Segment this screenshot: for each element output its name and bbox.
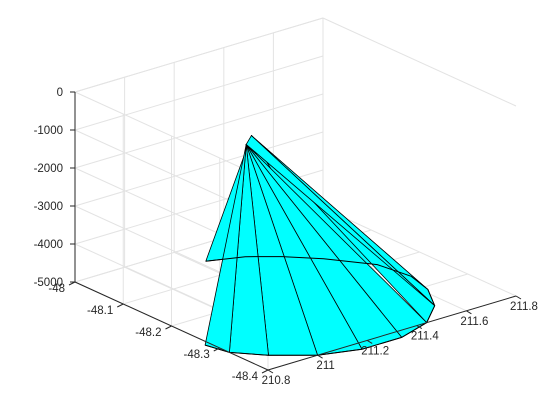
y-tick-label: -48.3 (184, 349, 210, 361)
z-tick-label: -1000 (34, 125, 63, 137)
grid-line-z-left (74, 91, 269, 181)
y-tick-mark (213, 347, 220, 352)
z-axis-ticks: 0 -1000 -2000 -3000 -4000 -5000 (34, 87, 75, 289)
surface-face-apex (245, 134, 435, 307)
y-tick-mark (165, 325, 172, 330)
z-tick-label: -4000 (34, 239, 63, 251)
x-tick-label: 211 (316, 360, 334, 372)
x-tick-label: 210.8 (262, 375, 291, 387)
x-tick-label: 211.4 (411, 331, 440, 343)
x-tick-label: 211.2 (361, 345, 389, 357)
x-tick-label: 211.6 (460, 316, 488, 328)
z-tick-label: 0 (57, 87, 63, 99)
y-tick-label: -48.2 (135, 327, 161, 339)
x-tick-mark (366, 339, 373, 344)
x-tick-mark (317, 354, 323, 359)
box-edge-top-back (74, 17, 324, 93)
grid-line-z-back (74, 131, 324, 207)
y-tick-mark (261, 369, 269, 374)
surface-base-edge (204, 256, 436, 356)
x-tick-mark (267, 369, 274, 374)
grid-line-z-back (74, 55, 324, 131)
x-axis-line (267, 295, 517, 371)
y-tick-mark (117, 303, 124, 308)
box-edge-top-right (322, 17, 517, 107)
x-tick-mark (515, 295, 522, 300)
z-tick-label: -3000 (34, 201, 63, 213)
x-tick-mark (466, 310, 472, 315)
y-tick-label: -48.1 (87, 305, 113, 317)
x-axis-ticks: 210.8 211 211.2 211.4 211.6 211.8 (262, 295, 538, 387)
z-tick-label: -5000 (34, 277, 63, 289)
y-tick-label: -48.4 (232, 371, 259, 383)
x-tick-mark (416, 325, 423, 330)
cone-surface (204, 134, 436, 356)
grid-line-z-back (74, 93, 324, 169)
y-tick-label: -48 (48, 283, 65, 295)
x-tick-label: 211.8 (510, 301, 538, 313)
y-axis-ticks: -48 -48.1 -48.2 -48.3 -48.4 (48, 281, 269, 383)
z-tick-label: -2000 (34, 163, 63, 175)
